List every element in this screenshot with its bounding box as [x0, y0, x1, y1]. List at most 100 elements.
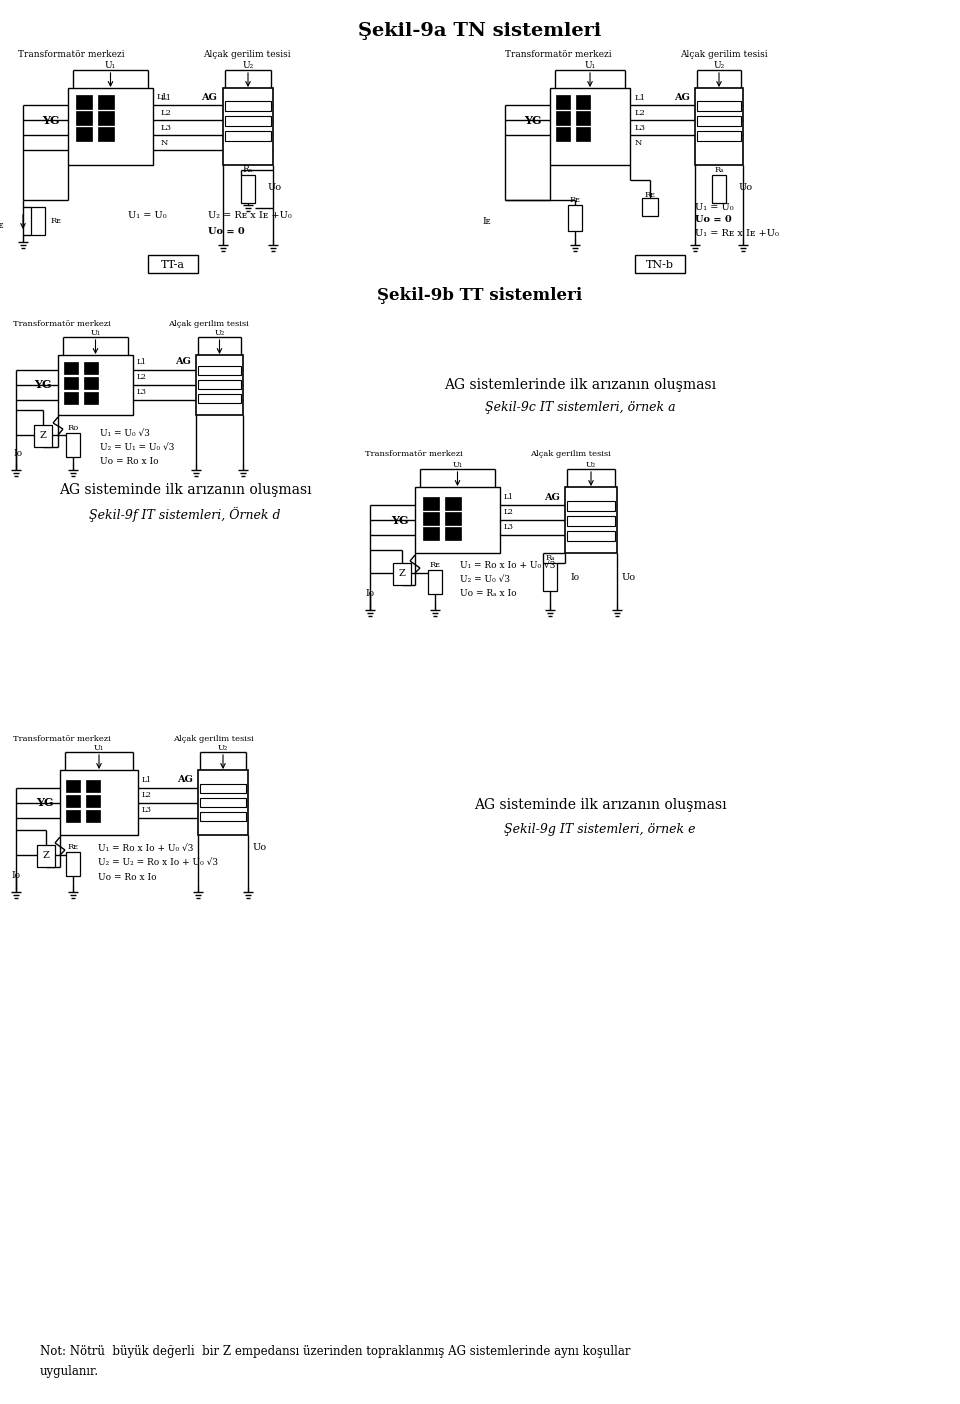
Text: L1: L1 — [157, 93, 168, 101]
Text: TT-a: TT-a — [161, 260, 185, 270]
Text: U₁ = U₀: U₁ = U₀ — [695, 204, 733, 212]
Bar — [556, 95, 570, 110]
Bar — [198, 769, 248, 835]
Text: Rᴇ: Rᴇ — [67, 842, 79, 851]
Text: Alçak gerilim tesisi: Alçak gerilim tesisi — [203, 51, 291, 59]
Bar — [196, 355, 243, 416]
Text: AG: AG — [544, 493, 560, 501]
Text: L2: L2 — [161, 110, 172, 117]
Bar — [241, 176, 255, 204]
Text: Şekil-9c IT sistemleri, örnek a: Şekil-9c IT sistemleri, örnek a — [485, 402, 675, 414]
Bar — [200, 812, 246, 821]
Text: Rₐ: Rₐ — [545, 555, 555, 562]
Bar — [642, 198, 658, 216]
Text: AG: AG — [202, 93, 217, 101]
Text: Z: Z — [42, 851, 49, 861]
Text: Şekil-9a TN sistemleri: Şekil-9a TN sistemleri — [358, 22, 602, 39]
Bar — [225, 117, 271, 126]
Bar — [393, 563, 411, 585]
Text: AG: AG — [178, 775, 193, 785]
Bar — [565, 487, 617, 553]
Bar — [225, 101, 271, 111]
Text: U₁: U₁ — [452, 461, 463, 469]
Bar — [86, 781, 100, 792]
Bar — [76, 95, 92, 110]
Text: AG: AG — [175, 358, 191, 366]
Bar — [86, 810, 100, 821]
Text: U₁: U₁ — [90, 329, 101, 337]
Text: Transformatör merkezi: Transformatör merkezi — [13, 320, 110, 329]
Text: AG sistemlerinde ilk arızanın oluşması: AG sistemlerinde ilk arızanın oluşması — [444, 378, 716, 392]
Text: Uᴏ = 0: Uᴏ = 0 — [208, 227, 245, 236]
Text: U₂: U₂ — [586, 461, 596, 469]
Text: L1: L1 — [161, 94, 172, 102]
Text: U₁: U₁ — [105, 62, 116, 70]
Text: L3: L3 — [635, 124, 646, 132]
Text: U₁ = Rᴏ x Iᴏ + U₀ √3: U₁ = Rᴏ x Iᴏ + U₀ √3 — [98, 844, 193, 852]
Text: Uᴏ: Uᴏ — [253, 844, 267, 852]
Text: Rₐ: Rₐ — [714, 166, 724, 174]
Text: U₂ = U₁ = U₀ √3: U₂ = U₁ = U₀ √3 — [100, 442, 175, 452]
Bar — [567, 531, 615, 541]
Bar — [66, 810, 80, 821]
Text: Rᴇ: Rᴇ — [429, 562, 441, 569]
Bar — [76, 126, 92, 140]
Bar — [556, 126, 570, 140]
Bar — [66, 852, 80, 876]
Text: YG: YG — [392, 514, 409, 525]
Bar — [567, 501, 615, 511]
Text: L1: L1 — [142, 776, 152, 783]
Text: Uᴏ = Rᴏ x Iᴏ: Uᴏ = Rᴏ x Iᴏ — [98, 873, 156, 883]
Text: YG: YG — [524, 115, 542, 125]
Bar — [697, 101, 741, 111]
Text: Şekil-9f IT sistemleri, Örnek d: Şekil-9f IT sistemleri, Örnek d — [89, 507, 280, 522]
Text: Iᴇ: Iᴇ — [0, 220, 4, 229]
Text: U₂ = U₀ √3: U₂ = U₀ √3 — [460, 574, 510, 584]
Bar — [64, 378, 78, 389]
Text: U₁ = U₀ √3: U₁ = U₀ √3 — [100, 428, 150, 438]
Bar — [66, 432, 80, 456]
Bar — [98, 95, 114, 110]
Text: Rᴏ: Rᴏ — [67, 424, 79, 432]
Text: U₂ = Rᴇ x Iᴇ +U₀: U₂ = Rᴇ x Iᴇ +U₀ — [208, 211, 292, 219]
Bar — [576, 95, 590, 110]
Text: U₁ = U₀: U₁ = U₀ — [128, 211, 167, 219]
Bar — [568, 205, 582, 232]
Bar — [697, 117, 741, 126]
Text: L2: L2 — [635, 110, 646, 117]
Text: L2: L2 — [504, 508, 514, 517]
Bar — [225, 131, 271, 140]
Text: U₁ = Rᴇ x Iᴇ +U₀: U₁ = Rᴇ x Iᴇ +U₀ — [695, 229, 779, 237]
Bar — [543, 563, 557, 591]
Bar — [68, 88, 153, 166]
Text: Z: Z — [398, 570, 405, 578]
Bar — [635, 256, 685, 272]
Bar — [34, 425, 52, 446]
Bar — [697, 131, 741, 140]
Bar — [98, 111, 114, 125]
Text: Alçak gerilim tesisi: Alçak gerilim tesisi — [173, 736, 253, 743]
Bar — [98, 126, 114, 140]
Text: AG sisteminde ilk arızanın oluşması: AG sisteminde ilk arızanın oluşması — [473, 797, 727, 812]
Bar — [64, 392, 78, 404]
Bar — [198, 380, 241, 389]
Bar — [37, 845, 55, 868]
Bar — [576, 126, 590, 140]
Text: Iᴏ: Iᴏ — [13, 448, 22, 458]
Text: Alçak gerilim tesisi: Alçak gerilim tesisi — [168, 320, 249, 329]
Text: L3: L3 — [137, 388, 147, 396]
Text: Alçak gerilim tesisi: Alçak gerilim tesisi — [530, 451, 611, 458]
Bar — [445, 526, 461, 541]
Bar — [76, 111, 92, 125]
Text: Alçak gerilim tesisi: Alçak gerilim tesisi — [680, 51, 768, 59]
Bar — [712, 176, 726, 204]
Bar — [576, 111, 590, 125]
Text: Transformatör merkezi: Transformatör merkezi — [365, 451, 463, 458]
Text: U₂: U₂ — [713, 62, 725, 70]
Bar — [423, 526, 439, 541]
Text: Uᴏ = 0: Uᴏ = 0 — [695, 215, 732, 225]
Text: Uᴏ: Uᴏ — [268, 184, 282, 192]
Bar — [200, 797, 246, 807]
Bar — [695, 88, 743, 166]
Text: Transformatör merkezi: Transformatör merkezi — [505, 51, 612, 59]
